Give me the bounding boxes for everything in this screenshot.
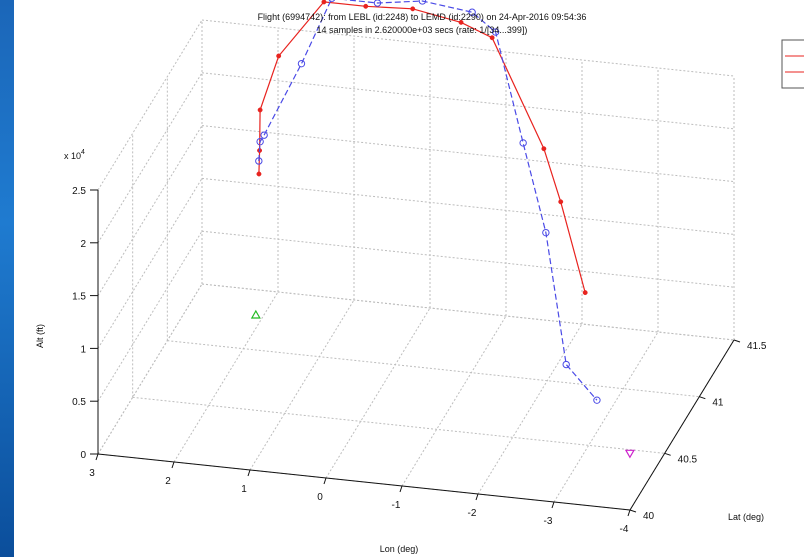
z-tick-label: 1 bbox=[80, 344, 86, 355]
floor-grid-line bbox=[167, 340, 700, 398]
z-exponent-label: x 104 bbox=[64, 149, 85, 161]
series-1-point bbox=[458, 19, 464, 25]
x-tick-mark bbox=[247, 469, 251, 477]
z-tick-label: 2.5 bbox=[72, 186, 86, 197]
series-1-point bbox=[410, 6, 416, 12]
series-1-point bbox=[541, 146, 547, 152]
series-1-point bbox=[489, 35, 495, 41]
y-tick-label: 40 bbox=[643, 511, 655, 522]
x-tick-label: 1 bbox=[241, 484, 247, 495]
x-tick-mark bbox=[551, 501, 555, 509]
grid-layer bbox=[97, 19, 735, 511]
series-2-point bbox=[373, 0, 382, 7]
destination-marker bbox=[624, 449, 635, 459]
x-tick-mark bbox=[95, 453, 99, 461]
series-2-point bbox=[297, 59, 306, 68]
x-tick-label: -2 bbox=[468, 508, 477, 519]
z-tick-label: 2 bbox=[80, 239, 86, 250]
figure-canvas: 3 2 1 0 -1 -2 -3 -4 40 40.5 41 41.5 0 0.5 1 1.5 2 2.5 Fli… bbox=[14, 0, 804, 557]
side-wall-grid-line bbox=[201, 230, 735, 288]
series-1-point bbox=[256, 171, 262, 177]
x-axis-line bbox=[97, 453, 631, 511]
window-left-edge bbox=[0, 0, 14, 557]
series-line-2 bbox=[258, 0, 598, 401]
plot-3d: 3 2 1 0 -1 -2 -3 -4 40 40.5 41 41.5 0 0.5 1 1.5 2 2.5 Fli… bbox=[35, 0, 804, 554]
x-tick-mark bbox=[171, 461, 175, 469]
floor-grid-line bbox=[477, 323, 583, 495]
series-2-point bbox=[491, 28, 500, 36]
y-axis-line bbox=[629, 339, 735, 511]
chart-title-line1: Flight (6994742): from LEBL (id:2248) to… bbox=[258, 12, 587, 22]
z-axis-label: Alt (ft) bbox=[35, 324, 45, 348]
y-tick-label: 41 bbox=[712, 398, 724, 409]
series-1-point bbox=[257, 107, 263, 113]
back-wall-grid-line bbox=[97, 125, 203, 296]
series-2-point bbox=[328, 0, 336, 2]
y-tick-label: 41.5 bbox=[747, 341, 767, 352]
series-2-point bbox=[562, 360, 570, 369]
floor-grid-line bbox=[553, 331, 659, 503]
back-wall-grid-line bbox=[97, 178, 203, 349]
z-tick-label: 1.5 bbox=[72, 292, 86, 303]
series-1-point bbox=[558, 199, 564, 205]
y-tick-mark bbox=[699, 396, 706, 400]
series-1-point bbox=[321, 0, 327, 5]
side-wall-grid-line bbox=[201, 72, 735, 130]
chart-title-line2: 14 samples in 2.620000e+03 secs (rate: 1… bbox=[317, 25, 528, 35]
legend-box bbox=[781, 39, 804, 89]
series-2-point bbox=[255, 157, 263, 165]
floor-grid-line bbox=[132, 396, 665, 454]
marker-layer bbox=[250, 309, 635, 459]
floor-grid-line bbox=[325, 307, 431, 479]
legend bbox=[781, 39, 804, 89]
x-tick-label: -3 bbox=[544, 516, 553, 527]
series-2-point bbox=[256, 137, 264, 146]
y-tick-mark bbox=[664, 452, 671, 456]
y-tick-label: 40.5 bbox=[678, 454, 698, 465]
series-2-point bbox=[260, 131, 268, 139]
origin-marker bbox=[250, 309, 261, 319]
x-tick-label: -4 bbox=[620, 524, 629, 535]
z-exponent-base: x 10 bbox=[64, 151, 81, 161]
floor-grid-line bbox=[249, 299, 355, 471]
series-2-point bbox=[519, 139, 527, 147]
series-layer bbox=[255, 0, 601, 404]
x-tick-label: 2 bbox=[165, 476, 171, 487]
side-wall-grid-line bbox=[201, 19, 735, 77]
y-tick-mark bbox=[733, 339, 741, 343]
axis-layer: 3 2 1 0 -1 -2 -3 -4 40 40.5 41 41.5 0 0.5 1 1.5 2 2.5 bbox=[72, 186, 767, 535]
x-tick-mark bbox=[627, 509, 631, 517]
series-1-point bbox=[582, 290, 588, 296]
x-tick-label: 0 bbox=[317, 492, 323, 503]
z-exponent-power: 4 bbox=[81, 149, 85, 156]
series-2-point bbox=[542, 228, 550, 237]
y-axis-label: Lat (deg) bbox=[728, 512, 764, 522]
back-wall-grid-line bbox=[97, 19, 203, 191]
series-2-point bbox=[468, 8, 476, 16]
x-tick-mark bbox=[399, 485, 403, 493]
side-wall-grid-line bbox=[201, 283, 735, 341]
side-wall-grid-line bbox=[201, 125, 735, 183]
x-tick-mark bbox=[323, 477, 327, 485]
series-line-1 bbox=[258, 1, 586, 293]
series-1-point bbox=[363, 3, 369, 9]
y-tick-mark bbox=[629, 509, 637, 513]
back-wall-grid-line bbox=[97, 283, 203, 455]
back-wall-grid-line bbox=[97, 230, 203, 402]
x-tick-mark bbox=[475, 493, 479, 501]
back-wall-grid-line bbox=[97, 72, 203, 244]
z-tick-label: 0.5 bbox=[72, 397, 86, 408]
x-tick-label: 3 bbox=[89, 468, 95, 479]
series-2-point bbox=[418, 0, 427, 5]
series-1-point bbox=[276, 53, 282, 59]
side-wall-grid-line bbox=[201, 177, 735, 235]
floor-grid-line bbox=[401, 315, 507, 487]
series-2-point bbox=[593, 396, 601, 404]
z-tick-label: 0 bbox=[80, 450, 86, 461]
x-axis-label: Lon (deg) bbox=[380, 544, 419, 554]
floor-grid-line bbox=[173, 291, 279, 463]
x-tick-label: -1 bbox=[392, 500, 401, 511]
